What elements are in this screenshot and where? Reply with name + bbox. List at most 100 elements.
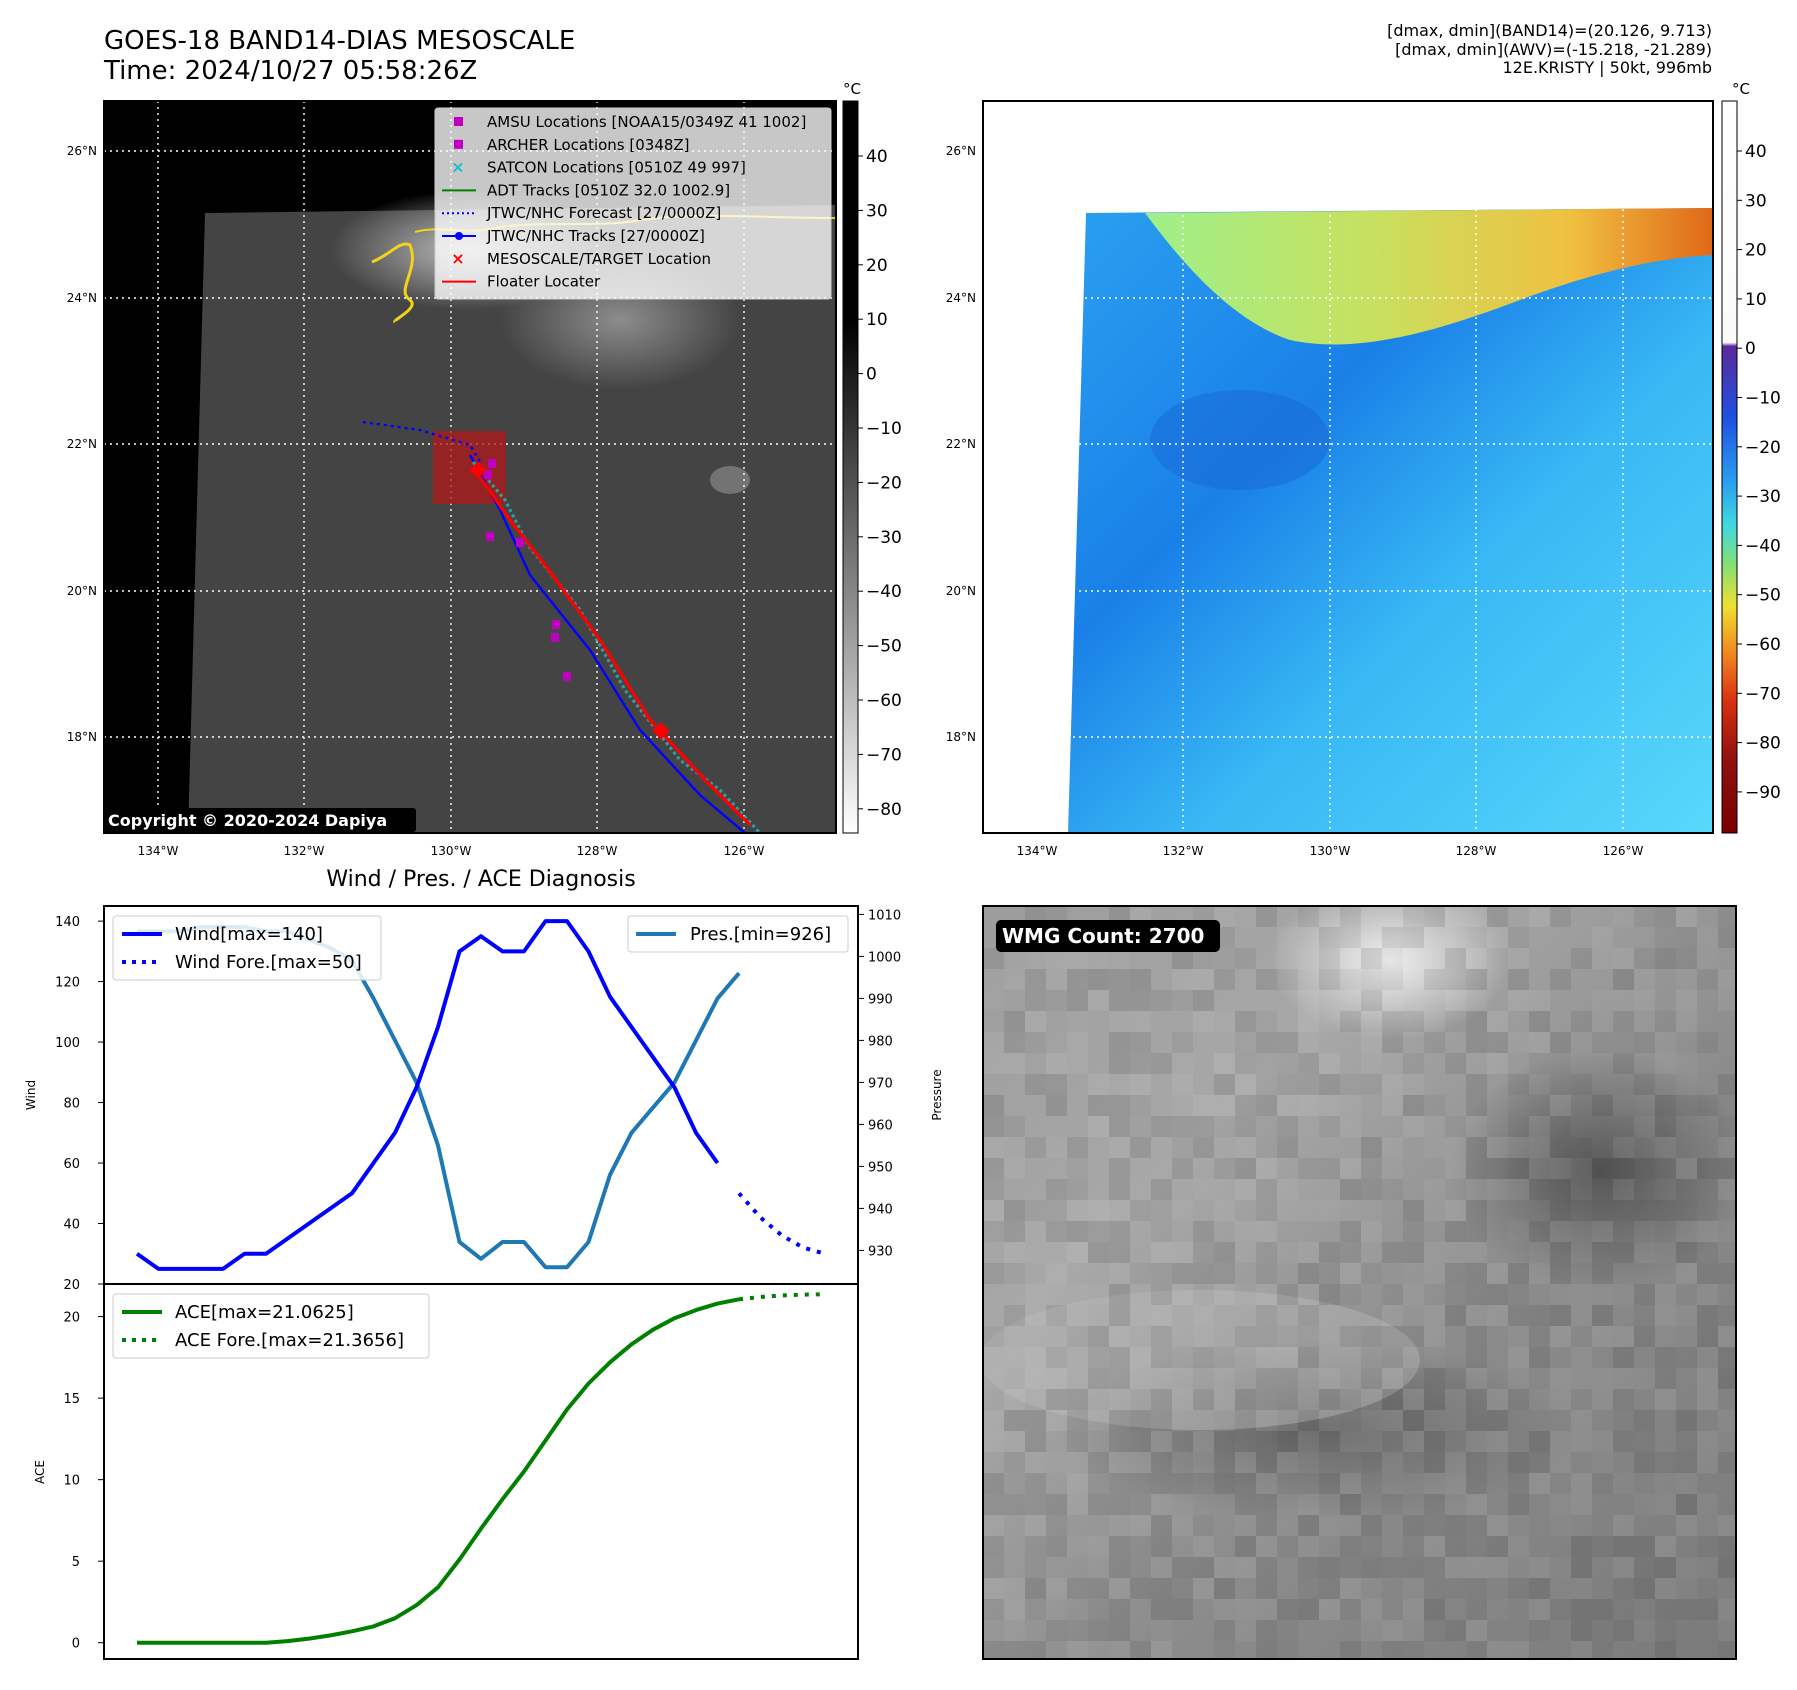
wmg-pixel	[1088, 969, 1109, 990]
wmg-pixel	[1571, 1494, 1592, 1515]
wmg-pixel	[1592, 1536, 1613, 1557]
colorbar-tick-label: −50	[1745, 586, 1781, 606]
wmg-pixel	[1193, 1305, 1214, 1326]
ir-legend-entry: × MESOSCALE/TARGET Location	[451, 249, 711, 268]
wmg-pixel	[1508, 1473, 1529, 1494]
wmg-pixel	[1046, 1053, 1067, 1074]
wmg-pixel	[1298, 1452, 1319, 1473]
wmg-pixel	[1172, 1032, 1193, 1053]
ir-legend-entry: ARCHER Locations [0348Z]	[454, 136, 690, 154]
wmg-pixel-grid	[983, 906, 1736, 1659]
wmg-pixel	[1256, 1557, 1277, 1578]
wmg-pixel	[1256, 1053, 1277, 1074]
wmg-pixel	[1697, 1158, 1718, 1179]
wmg-pixel	[1613, 1578, 1634, 1599]
wmg-pixel	[1697, 927, 1718, 948]
wmg-pixel	[1088, 1599, 1109, 1620]
wmg-pixel	[1403, 1116, 1424, 1137]
wmg-pixel	[1613, 1473, 1634, 1494]
wmg-pixel	[1529, 1599, 1550, 1620]
wmg-pixel	[1676, 1011, 1697, 1032]
wmg-pixel	[1424, 1368, 1445, 1389]
wmg-pixel	[1235, 1284, 1256, 1305]
wmg-pixel	[1319, 1368, 1340, 1389]
y-tick-label: 100	[55, 1036, 80, 1051]
wmg-pixel	[1466, 1515, 1487, 1536]
wmg-pixel	[1067, 990, 1088, 1011]
colorbar-tick-label: 0	[866, 365, 877, 385]
wmg-pixel	[1613, 948, 1634, 969]
wmg-pixel	[1340, 1221, 1361, 1242]
awv-land	[1145, 208, 1713, 345]
wmg-pixel	[1130, 1452, 1151, 1473]
y-tick-label: 5	[72, 1555, 80, 1570]
wmg-pixel	[1466, 1305, 1487, 1326]
wind-ticks: 20 40 60 80 100 120 140	[55, 915, 104, 1293]
wmg-pixel	[1151, 1347, 1172, 1368]
wmg-pixel	[1298, 1011, 1319, 1032]
wmg-pixel	[1424, 1137, 1445, 1158]
wmg-pixel	[1361, 1137, 1382, 1158]
wmg-pixel	[1130, 1641, 1151, 1659]
wmg-pixel	[1130, 1116, 1151, 1137]
ir-legend-entry: Floater Locater	[442, 273, 601, 291]
wmg-pixel	[1424, 1179, 1445, 1200]
y-tick-label: 20	[63, 1278, 80, 1293]
wmg-pixel	[1382, 1620, 1403, 1641]
wmg-pixel	[1319, 927, 1340, 948]
wmg-pixel	[1592, 1095, 1613, 1116]
wmg-pixel	[1403, 1368, 1424, 1389]
wmg-pixel	[1193, 1473, 1214, 1494]
ir-frame	[103, 100, 837, 834]
satcon-track	[471, 460, 762, 833]
wmg-pixel	[1298, 1200, 1319, 1221]
wmg-pixel	[1256, 1641, 1277, 1659]
wmg-pixel	[1193, 1410, 1214, 1431]
wmg-pixel	[1424, 1263, 1445, 1284]
wmg-pixel	[1529, 1347, 1550, 1368]
wmg-pixel	[1445, 990, 1466, 1011]
wmg-pixel	[1025, 1368, 1046, 1389]
wmg-pixel	[1508, 1179, 1529, 1200]
wmg-pixel	[1172, 1284, 1193, 1305]
wmg-pixel	[1571, 1011, 1592, 1032]
y-tick-label: 140	[55, 915, 80, 930]
wmg-badge	[996, 920, 1220, 952]
lon-label: 128°W	[1456, 844, 1497, 858]
wmg-pixel	[1613, 969, 1634, 990]
wmg-pixel	[1571, 1557, 1592, 1578]
wmg-pixel	[1256, 1599, 1277, 1620]
wmg-pixel	[1004, 1431, 1025, 1452]
wmg-pixel	[1487, 906, 1508, 927]
wmg-pixel	[1634, 1620, 1655, 1641]
wmg-pixel	[1151, 1305, 1172, 1326]
wmg-pixel	[1613, 1620, 1634, 1641]
wmg-pixel	[1340, 1494, 1361, 1515]
wind-ylabel: Wind	[24, 1080, 38, 1110]
wmg-pixel	[1718, 969, 1736, 990]
wmg-pixel	[1004, 1452, 1025, 1473]
awv-grid	[983, 101, 1713, 833]
wmg-pixel	[1172, 1389, 1193, 1410]
wmg-pixel	[1403, 1053, 1424, 1074]
lon-label: 132°W	[1163, 844, 1204, 858]
wmg-pixel	[1277, 1095, 1298, 1116]
wmg-pixel	[1193, 948, 1214, 969]
wmg-pixel	[1487, 1641, 1508, 1659]
wmg-pixel	[1319, 1515, 1340, 1536]
colorbar-tick-label: 30	[1745, 191, 1767, 211]
wmg-pixel	[1256, 1515, 1277, 1536]
wmg-pixel	[1634, 1158, 1655, 1179]
y-tick-label: 960	[868, 1118, 893, 1133]
wmg-pixel	[1655, 1599, 1676, 1620]
wmg-pixel	[1256, 1011, 1277, 1032]
wmg-pixel	[1403, 1326, 1424, 1347]
wmg-pixel	[1214, 1452, 1235, 1473]
wmg-pixel	[1424, 1578, 1445, 1599]
wmg-pixel	[1298, 948, 1319, 969]
ir-legend-label: JTWC/NHC Forecast [27/0000Z]	[486, 204, 721, 222]
wmg-pixel	[1214, 1410, 1235, 1431]
wmg-pixel	[1004, 969, 1025, 990]
wmg-light-band	[983, 1290, 1420, 1430]
wmg-pixel	[1424, 1557, 1445, 1578]
